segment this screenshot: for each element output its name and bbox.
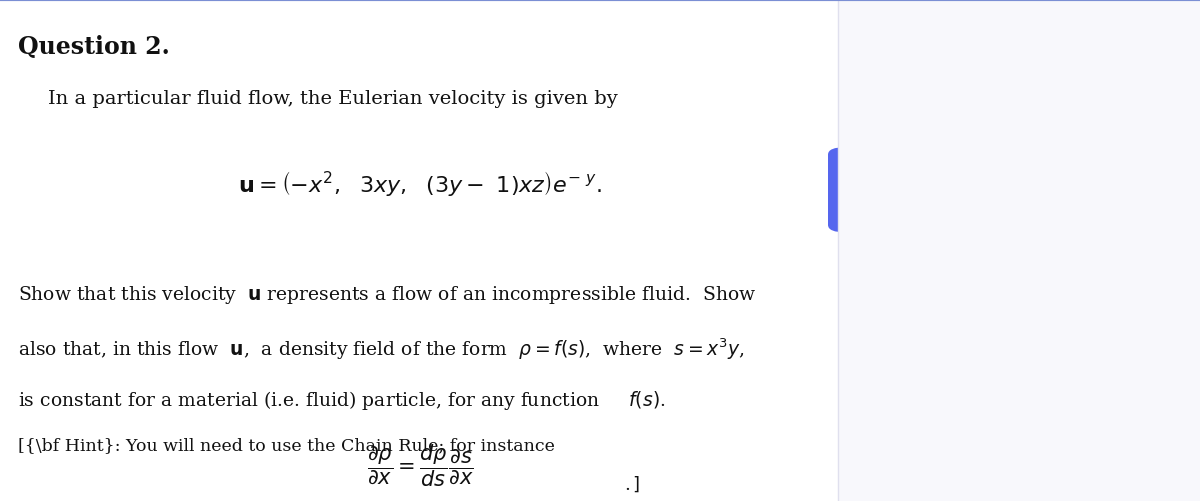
Text: $\mathbf{u} = \left(- x^2,\ \ 3xy,\ \ (3y -\ 1)xz \right)e^{-\ y}.$: $\mathbf{u} = \left(- x^2,\ \ 3xy,\ \ (3…	[238, 168, 602, 197]
Text: Question 2.: Question 2.	[18, 35, 169, 59]
Text: .$\,]$: .$\,]$	[624, 474, 640, 493]
Text: Show that this velocity  $\mathbf{u}$ represents a flow of an incompressible flu: Show that this velocity $\mathbf{u}$ rep…	[18, 283, 756, 305]
Text: Get solutions in as fast: Get solutions in as fast	[858, 35, 1049, 53]
Text: also that, in this flow  $\mathbf{u}$,  a density field of the form  $\rho = f(s: also that, in this flow $\mathbf{u}$, a …	[18, 336, 744, 361]
Text: $\dfrac{\partial \rho}{\partial x} = \dfrac{d\rho}{ds}\dfrac{\partial s}{\partia: $\dfrac{\partial \rho}{\partial x} = \df…	[367, 442, 473, 488]
FancyBboxPatch shape	[828, 148, 1188, 233]
Text: minutes: minutes	[858, 100, 925, 118]
Text: is constant for a material (i.e. fluid) particle, for any function     $f(s)$.: is constant for a material (i.e. fluid) …	[18, 388, 666, 411]
Text: Send question: Send question	[937, 181, 1079, 199]
Text: In a particular fluid flow, the Eulerian velocity is given by: In a particular fluid flow, the Eulerian…	[48, 90, 618, 108]
Text: [{\bf Hint}: You will need to use the Chain Rule; for instance: [{\bf Hint}: You will need to use the Ch…	[18, 436, 554, 453]
